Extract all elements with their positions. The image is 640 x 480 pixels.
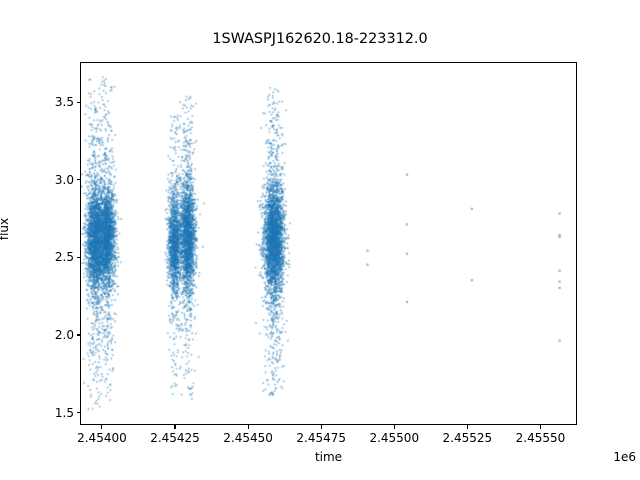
x-tick-label: 2.45525 bbox=[442, 431, 493, 445]
y-tick-mark bbox=[76, 179, 80, 181]
y-tick-label: 2.5 bbox=[54, 250, 74, 265]
x-tick-mark bbox=[247, 425, 249, 429]
x-tick-label: 2.45475 bbox=[296, 431, 346, 445]
x-tick-label: 2.45500 bbox=[369, 431, 420, 445]
y-tick-label: 2.0 bbox=[54, 328, 74, 343]
plot-axes-area bbox=[80, 62, 577, 425]
x-tick-label: 2.45550 bbox=[515, 431, 566, 445]
x-tick-label: 2.45450 bbox=[223, 431, 273, 445]
chart-title: 1SWASPJ162620.18-223312.0 bbox=[212, 31, 428, 47]
x-tick-mark bbox=[539, 425, 541, 429]
y-axis-label: flux bbox=[0, 217, 12, 241]
x-tick-mark bbox=[101, 425, 103, 429]
x-tick-mark bbox=[174, 425, 176, 429]
y-tick-label: 1.5 bbox=[54, 405, 74, 420]
y-tick-mark bbox=[76, 101, 80, 103]
x-axis-label: time bbox=[314, 450, 343, 464]
x-tick-label: 2.45400 bbox=[77, 431, 127, 445]
x-tick-mark bbox=[393, 425, 395, 429]
y-tick-label: 3.0 bbox=[54, 172, 74, 187]
x-tick-mark bbox=[320, 425, 322, 429]
scatter-plot-canvas bbox=[81, 63, 576, 424]
y-tick-mark bbox=[76, 334, 80, 336]
y-tick-mark bbox=[76, 256, 80, 258]
x-tick-label: 2.45425 bbox=[150, 431, 200, 445]
y-tick-label: 3.5 bbox=[54, 95, 74, 110]
y-tick-mark bbox=[76, 412, 80, 414]
x-tick-mark bbox=[466, 425, 468, 429]
x-axis-offset-label: 1e6 bbox=[613, 450, 636, 464]
